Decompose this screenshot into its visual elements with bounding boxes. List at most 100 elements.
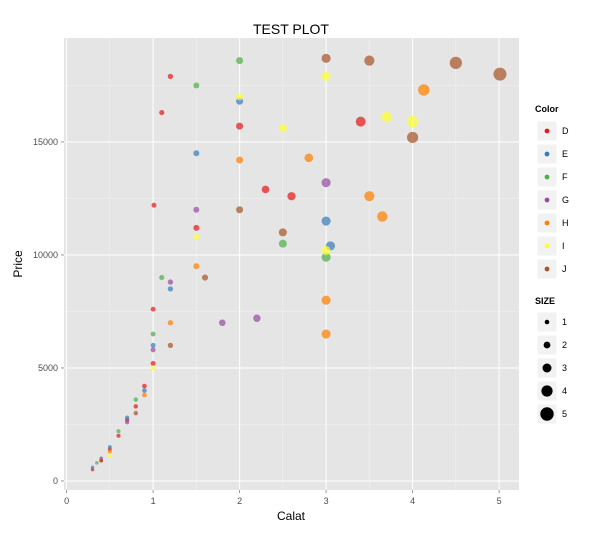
data-point-j [321,53,331,63]
data-point-h [321,329,331,339]
data-point-e [150,342,156,348]
y-tick-label: 10000 [33,250,58,260]
data-point-i [278,124,287,133]
data-point-d [150,360,156,366]
data-point-d [355,116,366,127]
data-point-d [133,404,139,409]
data-point-i [193,233,200,240]
data-point-j [449,56,462,69]
data-point-d [236,122,244,130]
data-point-d [151,202,157,208]
data-point-f [193,82,200,89]
data-point-i [321,245,331,255]
data-point-e [321,216,331,226]
size-legend-label: 3 [562,363,567,373]
data-point-h [364,191,375,202]
data-point-f [95,461,99,465]
data-point-f [236,57,244,65]
color-legend-label: F [562,172,568,182]
size-legend-swatch [542,363,552,373]
data-point-i [321,71,331,81]
x-tick-label: 5 [497,496,502,506]
data-point-f [150,331,156,337]
color-legend-swatch [544,197,550,203]
grid [64,38,519,490]
color-legend-swatch [544,128,550,134]
data-point-j [364,55,375,66]
data-point-j [407,131,419,144]
data-point-d [116,433,121,438]
x-tick-label: 3 [324,496,329,506]
size-legend-label: 1 [562,317,567,327]
data-point-e [90,465,95,470]
size-legend-swatch [543,341,551,349]
data-point-f [321,252,331,262]
color-legend-label: G [562,195,569,205]
color-legend-swatch [544,220,550,226]
data-point-e [167,286,174,292]
data-point-j [99,458,104,463]
data-point-f [159,275,165,281]
x-tick-label: 0 [64,496,69,506]
data-point-d [159,110,165,116]
data-point-g [125,420,130,425]
data-point-f [116,429,121,434]
data-point-g [321,178,331,188]
chart-title: TEST PLOT [253,21,329,37]
data-point-h [193,263,200,270]
data-point-h [418,84,430,96]
data-point-e [193,150,200,157]
data-point-d [167,73,174,80]
size-legend-label: 5 [562,409,567,419]
color-legend-swatch [544,243,550,249]
data-point-e [125,415,130,420]
data-point-j [167,342,174,349]
data-point-d [142,383,147,389]
data-point-i [150,365,156,371]
data-point-d [150,306,156,312]
data-point-g [167,279,174,285]
data-point-e [107,445,112,449]
data-point-h [142,392,147,398]
data-point-f [133,397,139,402]
color-legend-swatch [544,151,550,157]
data-point-g [219,319,226,327]
size-legend-swatch [540,407,554,421]
data-point-i [381,111,392,123]
data-point-d [193,224,200,231]
data-point-f [278,239,287,248]
data-point-i [236,93,244,101]
plot-panel [64,38,519,490]
data-point-d [287,192,296,201]
data-point-e [142,388,147,393]
color-legend-label: E [562,149,568,159]
x-tick-label: 4 [410,496,415,506]
color-legend-title: Color [535,104,559,114]
color-legend-label: I [562,241,565,251]
x-axis-title: Calat [277,509,306,523]
data-point-h [167,320,174,326]
size-legend-label: 2 [562,340,567,350]
color-legend-swatch [544,174,550,180]
data-point-h [236,156,244,164]
size-legend-swatch [544,319,550,325]
size-legend-label: 4 [562,386,567,396]
data-point-j [133,410,139,416]
data-point-j [493,67,507,81]
y-tick-label: 15000 [33,137,58,147]
data-points [90,53,507,472]
data-point-h [377,211,388,222]
x-tick-label: 1 [151,496,156,506]
legend: Color SIZE D E F G H I J 1 2 3 4 5 [535,104,569,425]
y-tick-label: 0 [53,476,58,486]
data-point-i [107,454,112,459]
data-point-j [201,274,209,281]
data-point-h [321,295,331,305]
color-legend-label: D [562,126,569,136]
y-tick-label: 5000 [38,363,58,373]
x-tick-label: 2 [237,496,242,506]
y-axis-title: Price [11,250,25,278]
data-point-i [407,116,419,128]
data-point-h [304,153,314,163]
